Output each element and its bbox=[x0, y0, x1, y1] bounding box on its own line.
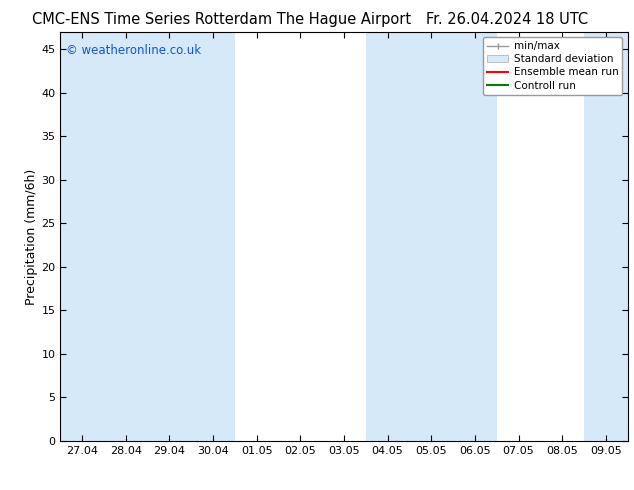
Text: CMC-ENS Time Series Rotterdam The Hague Airport: CMC-ENS Time Series Rotterdam The Hague … bbox=[32, 12, 411, 27]
Bar bbox=[148, 32, 235, 441]
Text: Fr. 26.04.2024 18 UTC: Fr. 26.04.2024 18 UTC bbox=[426, 12, 588, 27]
Y-axis label: Precipitation (mm/6h): Precipitation (mm/6h) bbox=[25, 168, 39, 305]
Text: © weatheronline.co.uk: © weatheronline.co.uk bbox=[66, 44, 201, 57]
Bar bbox=[366, 32, 496, 441]
Legend: min/max, Standard deviation, Ensemble mean run, Controll run: min/max, Standard deviation, Ensemble me… bbox=[483, 37, 623, 95]
Bar bbox=[60, 32, 148, 441]
Bar bbox=[584, 32, 634, 441]
